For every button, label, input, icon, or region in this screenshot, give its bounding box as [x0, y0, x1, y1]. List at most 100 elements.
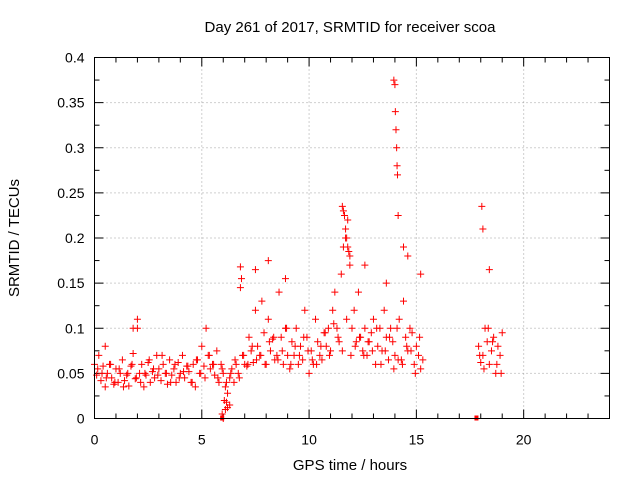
- data-point: [497, 369, 505, 377]
- data-point: [484, 324, 492, 332]
- data-point: [493, 360, 501, 368]
- data-point: [480, 365, 488, 373]
- data-point: [342, 225, 350, 233]
- data-point: [162, 369, 170, 377]
- data-point: [313, 360, 321, 368]
- data-point: [222, 398, 230, 406]
- data-point: [490, 333, 498, 341]
- data-point: [230, 378, 238, 386]
- data-point: [321, 329, 329, 337]
- x-tick-label: 20: [516, 432, 532, 448]
- data-point: [393, 162, 401, 170]
- data-point: [294, 360, 302, 368]
- data-point: [184, 362, 192, 370]
- y-tick-label: 0.2: [65, 230, 85, 246]
- data-point: [101, 383, 109, 391]
- y-tick-label: 0.4: [65, 50, 85, 66]
- data-point: [391, 81, 399, 89]
- data-point: [232, 360, 240, 368]
- data-point: [367, 329, 375, 337]
- data-point: [340, 211, 348, 219]
- data-point: [284, 351, 292, 359]
- data-point: [391, 351, 399, 359]
- y-tick-label: 0.1: [65, 320, 85, 336]
- chart-title: Day 261 of 2017, SRMTID for receiver sco…: [205, 19, 497, 36]
- y-tick-label: 0.15: [57, 275, 84, 291]
- data-point: [133, 315, 141, 323]
- data-point: [270, 333, 278, 341]
- data-point: [317, 342, 325, 350]
- data-point: [343, 315, 351, 323]
- data-point: [487, 347, 495, 355]
- data-point: [350, 306, 358, 314]
- data-point: [127, 362, 135, 370]
- data-point: [264, 315, 272, 323]
- data-point: [381, 347, 389, 355]
- data-point: [337, 270, 345, 278]
- data-point: [102, 374, 110, 382]
- data-point: [226, 374, 234, 382]
- data-point: [277, 333, 285, 341]
- data-point: [478, 202, 486, 210]
- data-point: [346, 261, 354, 269]
- data-point: [329, 306, 337, 314]
- data-point: [257, 351, 265, 359]
- data-point: [235, 374, 243, 382]
- data-point: [394, 356, 402, 364]
- data-point: [417, 365, 425, 373]
- data-point: [166, 356, 174, 364]
- data-point: [410, 360, 418, 368]
- data-point: [382, 279, 390, 287]
- data-point: [377, 360, 385, 368]
- data-point: [124, 369, 132, 377]
- data-point: [338, 347, 346, 355]
- data-point: [101, 342, 109, 350]
- data-point: [118, 356, 126, 364]
- data-point: [251, 306, 259, 314]
- data-point: [304, 347, 312, 355]
- data-point: [244, 360, 252, 368]
- data-point: [338, 202, 346, 210]
- data-point: [359, 347, 367, 355]
- data-point: [168, 371, 176, 379]
- data-point: [351, 342, 359, 350]
- data-point: [128, 360, 136, 368]
- data-point: [324, 324, 332, 332]
- data-point: [390, 76, 398, 84]
- data-point: [140, 383, 148, 391]
- data-point: [361, 324, 369, 332]
- data-point: [234, 369, 242, 377]
- data-point: [111, 378, 119, 386]
- x-tick-label: 0: [91, 432, 99, 448]
- data-point: [132, 374, 140, 382]
- data-point: [354, 288, 362, 296]
- data-point: [206, 365, 214, 373]
- data-point: [266, 347, 274, 355]
- data-point: [496, 351, 504, 359]
- data-point: [217, 360, 225, 368]
- data-point: [345, 248, 353, 256]
- data-point: [253, 356, 261, 364]
- data-point: [123, 371, 131, 379]
- data-point: [191, 383, 199, 391]
- data-point: [236, 284, 244, 292]
- data-point: [325, 351, 333, 359]
- data-point: [485, 266, 493, 274]
- data-point: [224, 389, 232, 397]
- y-tick-label: 0.25: [57, 185, 84, 201]
- data-point: [278, 347, 286, 355]
- data-point: [286, 365, 294, 373]
- data-point: [236, 263, 244, 271]
- data-point: [243, 362, 251, 370]
- data-point: [408, 329, 416, 337]
- data-point: [308, 356, 316, 364]
- data-point: [489, 338, 497, 346]
- data-point: [219, 369, 227, 377]
- data-point: [301, 306, 309, 314]
- data-point: [335, 338, 343, 346]
- data-point: [387, 324, 395, 332]
- data-point: [141, 369, 149, 377]
- y-tick-label: 0.3: [65, 140, 85, 156]
- data-point: [400, 297, 407, 305]
- data-point: [222, 378, 230, 386]
